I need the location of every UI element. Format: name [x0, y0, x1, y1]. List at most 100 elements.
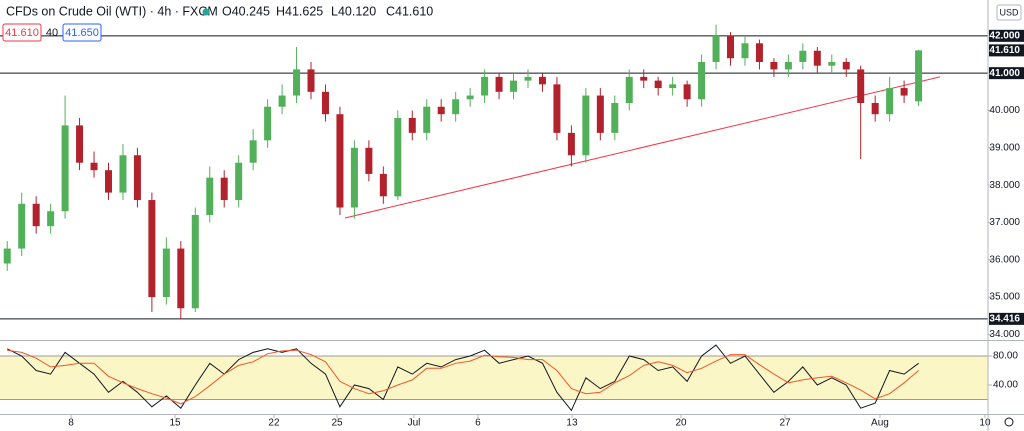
stoch-tick-label: 80.00	[993, 351, 1018, 362]
ohlc-high: H41.625	[276, 4, 323, 18]
candle-body	[915, 50, 923, 102]
candle-body	[365, 147, 373, 174]
candle-body	[524, 76, 532, 81]
candle-body	[394, 117, 402, 197]
settings-icon[interactable]	[1004, 417, 1014, 427]
candle-body	[235, 162, 243, 201]
candle-body	[350, 147, 358, 208]
candle-body	[423, 106, 431, 133]
candle-body	[162, 248, 170, 298]
candle-body	[712, 35, 720, 62]
status-dot	[202, 8, 210, 16]
candle-body	[466, 95, 474, 100]
candle-body	[90, 162, 98, 171]
candle-body	[813, 50, 821, 66]
y-tick-label: 35.000	[989, 292, 1020, 303]
candle-body	[220, 177, 228, 201]
candle-body	[538, 76, 546, 85]
stoch-band	[0, 356, 988, 400]
x-tick-label: 10	[979, 418, 991, 429]
candle-body	[133, 155, 141, 201]
ohlc-close: C41.610	[386, 4, 433, 18]
currency-button[interactable]	[996, 4, 1022, 21]
candle-body	[611, 103, 619, 133]
candle-body	[842, 61, 850, 70]
sell-price: 41.610	[5, 27, 39, 39]
candle-body	[76, 125, 84, 163]
y-tick-label: 39.000	[989, 142, 1020, 153]
x-tick-label: Jul	[408, 418, 421, 429]
candle-body	[582, 95, 590, 156]
candle-body	[307, 69, 315, 92]
candle-body	[278, 95, 286, 107]
symbol-title: CFDs on Crude Oil (WTI) · 4h · FXCM	[6, 4, 218, 18]
stoch-line	[7, 349, 919, 405]
candle-body	[249, 140, 257, 163]
candle-body	[148, 200, 156, 298]
x-tick-label: 13	[566, 418, 578, 429]
candle-body	[784, 61, 792, 70]
candle-body	[510, 80, 518, 92]
candle-body	[886, 88, 894, 115]
plot: 80.00 40.00 34.000 35.000 36.000 37.000 38.000…	[0, 24, 1020, 429]
level-label-box	[989, 67, 1024, 80]
candle-body	[755, 43, 763, 62]
y-tick-label: 37.000	[989, 217, 1020, 228]
candle-body	[61, 125, 69, 212]
candle-body	[437, 106, 445, 115]
x-tick-label: 22	[268, 418, 280, 429]
candle-body	[900, 88, 908, 96]
candle-body	[18, 203, 26, 249]
level-label: 34.416	[989, 314, 1020, 325]
x-tick-label: 6	[475, 418, 481, 429]
candle-body	[625, 76, 633, 104]
x-tick-label: 25	[331, 418, 343, 429]
candle-body	[741, 43, 749, 59]
y-tick-label: 34.000	[989, 329, 1020, 340]
candle-body	[495, 76, 503, 92]
candle-body	[596, 95, 604, 133]
candle-body	[336, 114, 344, 208]
candle-body	[770, 61, 778, 70]
trendline	[344, 76, 941, 219]
candle-body	[857, 69, 865, 104]
level-label: 41.000	[989, 68, 1020, 79]
x-tick-label: 8	[68, 418, 74, 429]
ohlc-open: O40.245	[222, 4, 270, 18]
candle-body	[321, 91, 329, 115]
sell-button[interactable]	[2, 23, 42, 42]
candle-body	[828, 61, 836, 66]
candle-body	[799, 50, 807, 62]
ohlc-low: L40.120	[331, 4, 376, 18]
candle-body	[119, 155, 127, 193]
level-label-box	[989, 312, 1024, 325]
candle-body	[567, 132, 575, 156]
candle-body	[47, 211, 55, 227]
y-tick-label: 38.000	[989, 180, 1020, 191]
candle-body	[32, 203, 40, 227]
x-tick-label: 27	[779, 418, 791, 429]
candle-body	[104, 170, 112, 193]
candle-body	[654, 80, 662, 89]
candle-body	[379, 173, 387, 197]
level-label: 42.000	[989, 30, 1020, 41]
candle-body	[698, 61, 706, 100]
candle-body	[553, 84, 561, 133]
stoch-tick-label: 40.00	[993, 380, 1018, 391]
y-tick-label: 40.000	[989, 105, 1020, 116]
spread: 40	[46, 27, 58, 39]
candle-body	[206, 177, 214, 215]
candle-body	[683, 84, 691, 100]
price-label: 41.610	[989, 45, 1020, 56]
x-tick-label: 15	[169, 418, 181, 429]
candle-body	[871, 103, 879, 115]
candle-body	[727, 35, 735, 59]
candle-body	[293, 69, 301, 96]
currency: USD	[999, 7, 1019, 17]
buy-button[interactable]	[62, 23, 102, 42]
stoch-line	[6, 344, 919, 412]
buy-price: 41.650	[65, 27, 99, 39]
candle-body	[177, 248, 185, 309]
candle-body	[452, 99, 460, 115]
